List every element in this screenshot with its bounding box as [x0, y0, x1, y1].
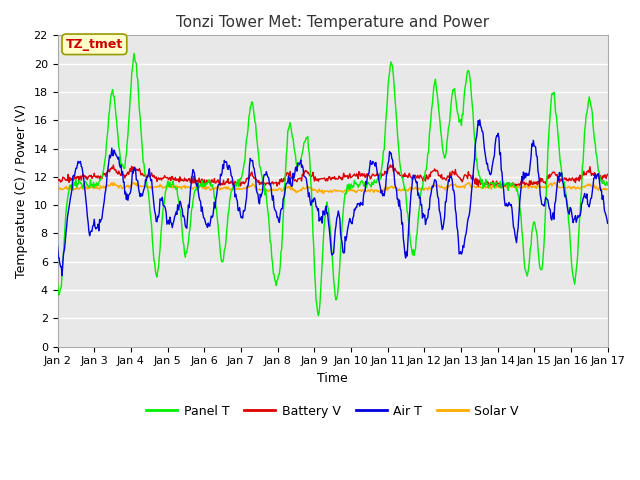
Title: Tonzi Tower Met: Temperature and Power: Tonzi Tower Met: Temperature and Power: [176, 15, 489, 30]
Y-axis label: Temperature (C) / Power (V): Temperature (C) / Power (V): [15, 104, 28, 278]
X-axis label: Time: Time: [317, 372, 348, 385]
Legend: Panel T, Battery V, Air T, Solar V: Panel T, Battery V, Air T, Solar V: [141, 400, 524, 423]
Text: TZ_tmet: TZ_tmet: [66, 38, 123, 51]
